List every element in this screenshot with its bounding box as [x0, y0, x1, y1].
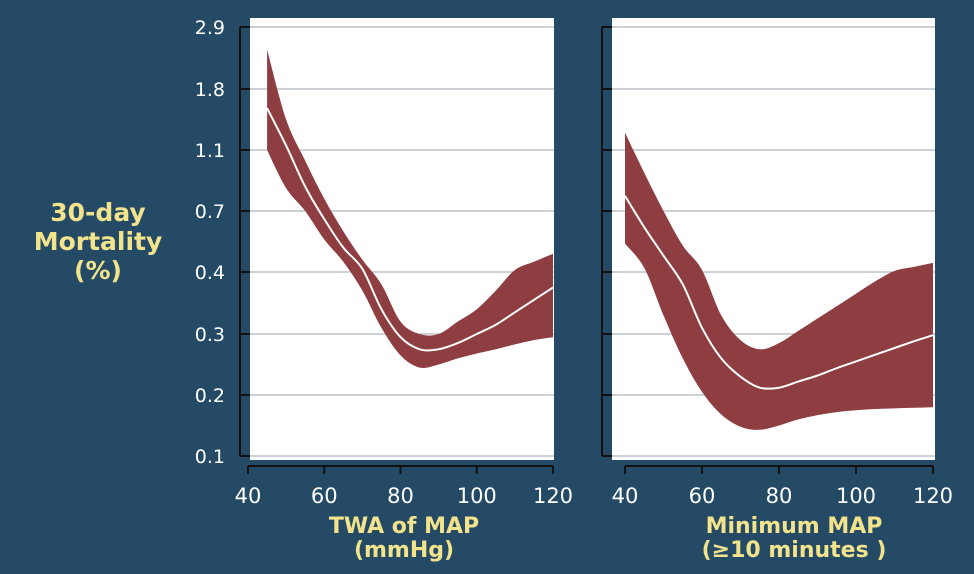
x-axis-title-1-line-1: (mmHg)	[354, 538, 454, 563]
x-tick-label-2-2: 80	[766, 484, 793, 508]
confidence-band-1	[267, 49, 553, 368]
y-axis-title-line-0: 30-day	[50, 198, 145, 227]
y-axis-title-line-2: (%)	[74, 256, 122, 285]
y-tick-label-5: 1.1	[195, 140, 225, 162]
x-tick-label-2-4: 120	[913, 484, 953, 508]
plot-area-1	[250, 18, 554, 460]
estimate-line-1	[266, 107, 554, 352]
x-tick-label-1-0: 40	[235, 484, 262, 508]
x-tick-label-2-1: 60	[689, 484, 716, 508]
y-tick-label-4: 0.7	[195, 201, 225, 223]
x-tick-label-1-4: 120	[533, 484, 573, 508]
estimate-line-2	[624, 195, 934, 390]
x-tick-label-2-3: 100	[836, 484, 876, 508]
panel-2: 40 60 80 100 120 Minimum MAP(≥10 minutes )	[601, 18, 953, 563]
y-axis-title-line-1: Mortality	[34, 227, 163, 256]
x-tick-label-1-3: 100	[457, 484, 497, 508]
confidence-band-2	[625, 132, 933, 430]
x-tick-label-2-0: 40	[612, 484, 639, 508]
y-tick-label-3: 0.4	[195, 262, 225, 284]
x-axis-title-2-line-0: Minimum MAP	[706, 514, 883, 539]
y-tick-label-1: 0.2	[195, 385, 225, 407]
y-tick-label-6: 1.8	[195, 79, 225, 101]
x-tick-label-1-1: 60	[311, 484, 338, 508]
x-axis-title-1-line-0: TWA of MAP	[329, 514, 479, 539]
y-tick-label-0: 0.1	[195, 446, 225, 468]
panel-1: 0.1 0.2 0.3 0.4 0.7 1.1 1.8 2.9 40 60 80 100 120 TWA …	[195, 17, 573, 563]
x-axis-title-2-line-1: (≥10 minutes )	[702, 538, 887, 563]
y-tick-label-2: 0.3	[195, 324, 225, 346]
y-tick-label-7: 2.9	[195, 17, 225, 39]
x-tick-label-1-2: 80	[387, 484, 414, 508]
